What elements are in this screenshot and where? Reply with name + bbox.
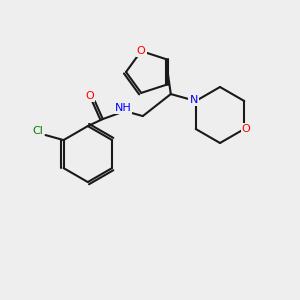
Text: NH: NH [114, 103, 131, 113]
Text: N: N [190, 95, 198, 105]
Text: Cl: Cl [32, 126, 43, 136]
Text: O: O [85, 91, 94, 101]
Text: O: O [137, 46, 146, 56]
Text: O: O [242, 124, 250, 134]
